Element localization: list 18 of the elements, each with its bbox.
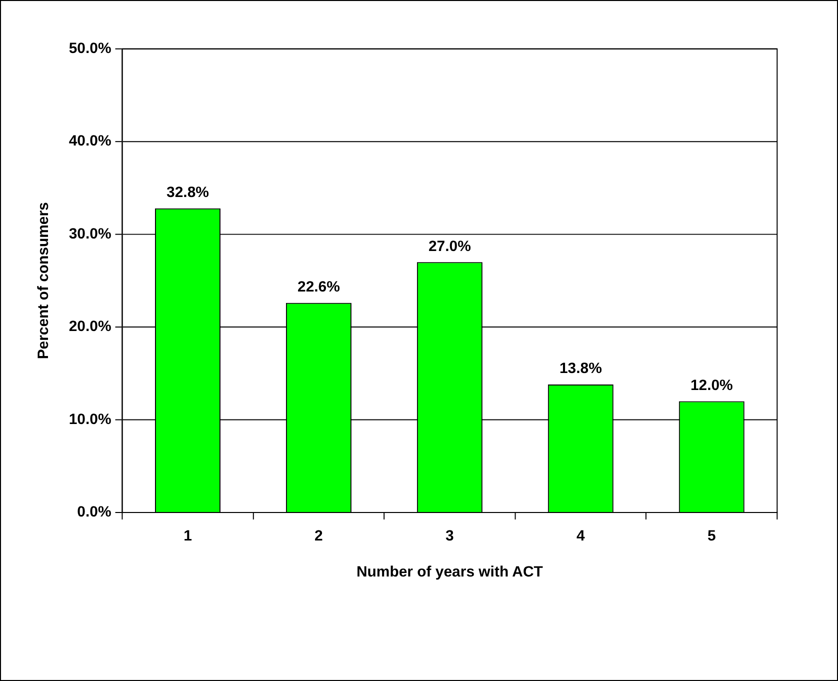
data-label: 27.0% bbox=[428, 238, 471, 255]
x-tick-label: 1 bbox=[184, 528, 192, 545]
y-tick-label: 40.0% bbox=[68, 132, 112, 150]
x-tick-label: 3 bbox=[446, 528, 454, 545]
y-tick-label: 0.0% bbox=[77, 504, 112, 521]
y-axis-title: Percent of consumers bbox=[35, 202, 52, 360]
data-label: 13.8% bbox=[559, 360, 602, 378]
data-label: 12.0% bbox=[690, 376, 733, 394]
y-tick-label: 30.0% bbox=[68, 225, 112, 242]
x-tick-label: 5 bbox=[707, 528, 716, 545]
x-tick-label: 2 bbox=[314, 528, 323, 545]
y-tick-label: 20.0% bbox=[68, 318, 112, 336]
x-axis-title: Number of years with ACT bbox=[356, 563, 543, 580]
data-label: 22.6% bbox=[298, 278, 340, 296]
y-tick-label: 50.0% bbox=[68, 40, 112, 57]
y-tick-label: 10.0% bbox=[68, 410, 112, 428]
x-tick-label: 4 bbox=[576, 528, 586, 545]
data-label: 32.8% bbox=[166, 184, 209, 202]
